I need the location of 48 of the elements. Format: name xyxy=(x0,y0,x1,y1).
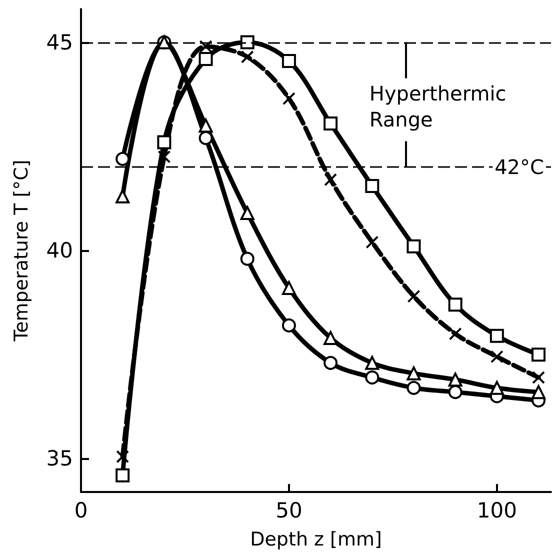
point xyxy=(406,366,421,380)
point xyxy=(199,40,212,53)
point xyxy=(366,236,379,249)
point xyxy=(406,239,421,254)
ref-line-label: 42°C xyxy=(494,155,544,180)
point xyxy=(240,252,254,266)
point xyxy=(157,135,172,150)
y-tick-label: 35 xyxy=(46,446,73,471)
x-tick-label: 0 xyxy=(74,498,88,522)
x-axis-title: Depth z [mm] xyxy=(250,528,382,550)
point xyxy=(448,298,462,312)
point xyxy=(448,385,462,400)
point xyxy=(158,150,171,164)
point xyxy=(116,189,130,204)
point xyxy=(282,318,296,332)
y-tick-label: 40 xyxy=(46,238,73,262)
point xyxy=(448,327,462,340)
y-tick-label: 45 xyxy=(46,30,73,54)
x-tick-label: 50 xyxy=(276,498,302,522)
point xyxy=(324,116,338,131)
point xyxy=(324,173,338,186)
point xyxy=(198,52,213,66)
point xyxy=(116,152,130,166)
point xyxy=(490,350,504,364)
point xyxy=(490,328,504,343)
point xyxy=(532,348,546,362)
annotation: Hyperthermic Range xyxy=(369,81,513,132)
point xyxy=(198,118,213,133)
point xyxy=(365,356,380,370)
point xyxy=(282,280,296,295)
point xyxy=(240,206,254,220)
point xyxy=(116,450,130,464)
point xyxy=(532,385,546,400)
point xyxy=(532,370,546,384)
point xyxy=(406,380,421,395)
point xyxy=(282,54,296,68)
point xyxy=(240,35,254,50)
point xyxy=(240,50,254,64)
x-tick-label: 100 xyxy=(476,498,517,522)
y-axis-title: Temperature T [°C] xyxy=(10,160,32,342)
point xyxy=(198,131,213,146)
point xyxy=(365,178,380,193)
point xyxy=(324,356,338,370)
point xyxy=(282,92,296,106)
point xyxy=(490,380,504,395)
point xyxy=(116,468,130,482)
point xyxy=(407,290,420,303)
point xyxy=(365,370,380,384)
